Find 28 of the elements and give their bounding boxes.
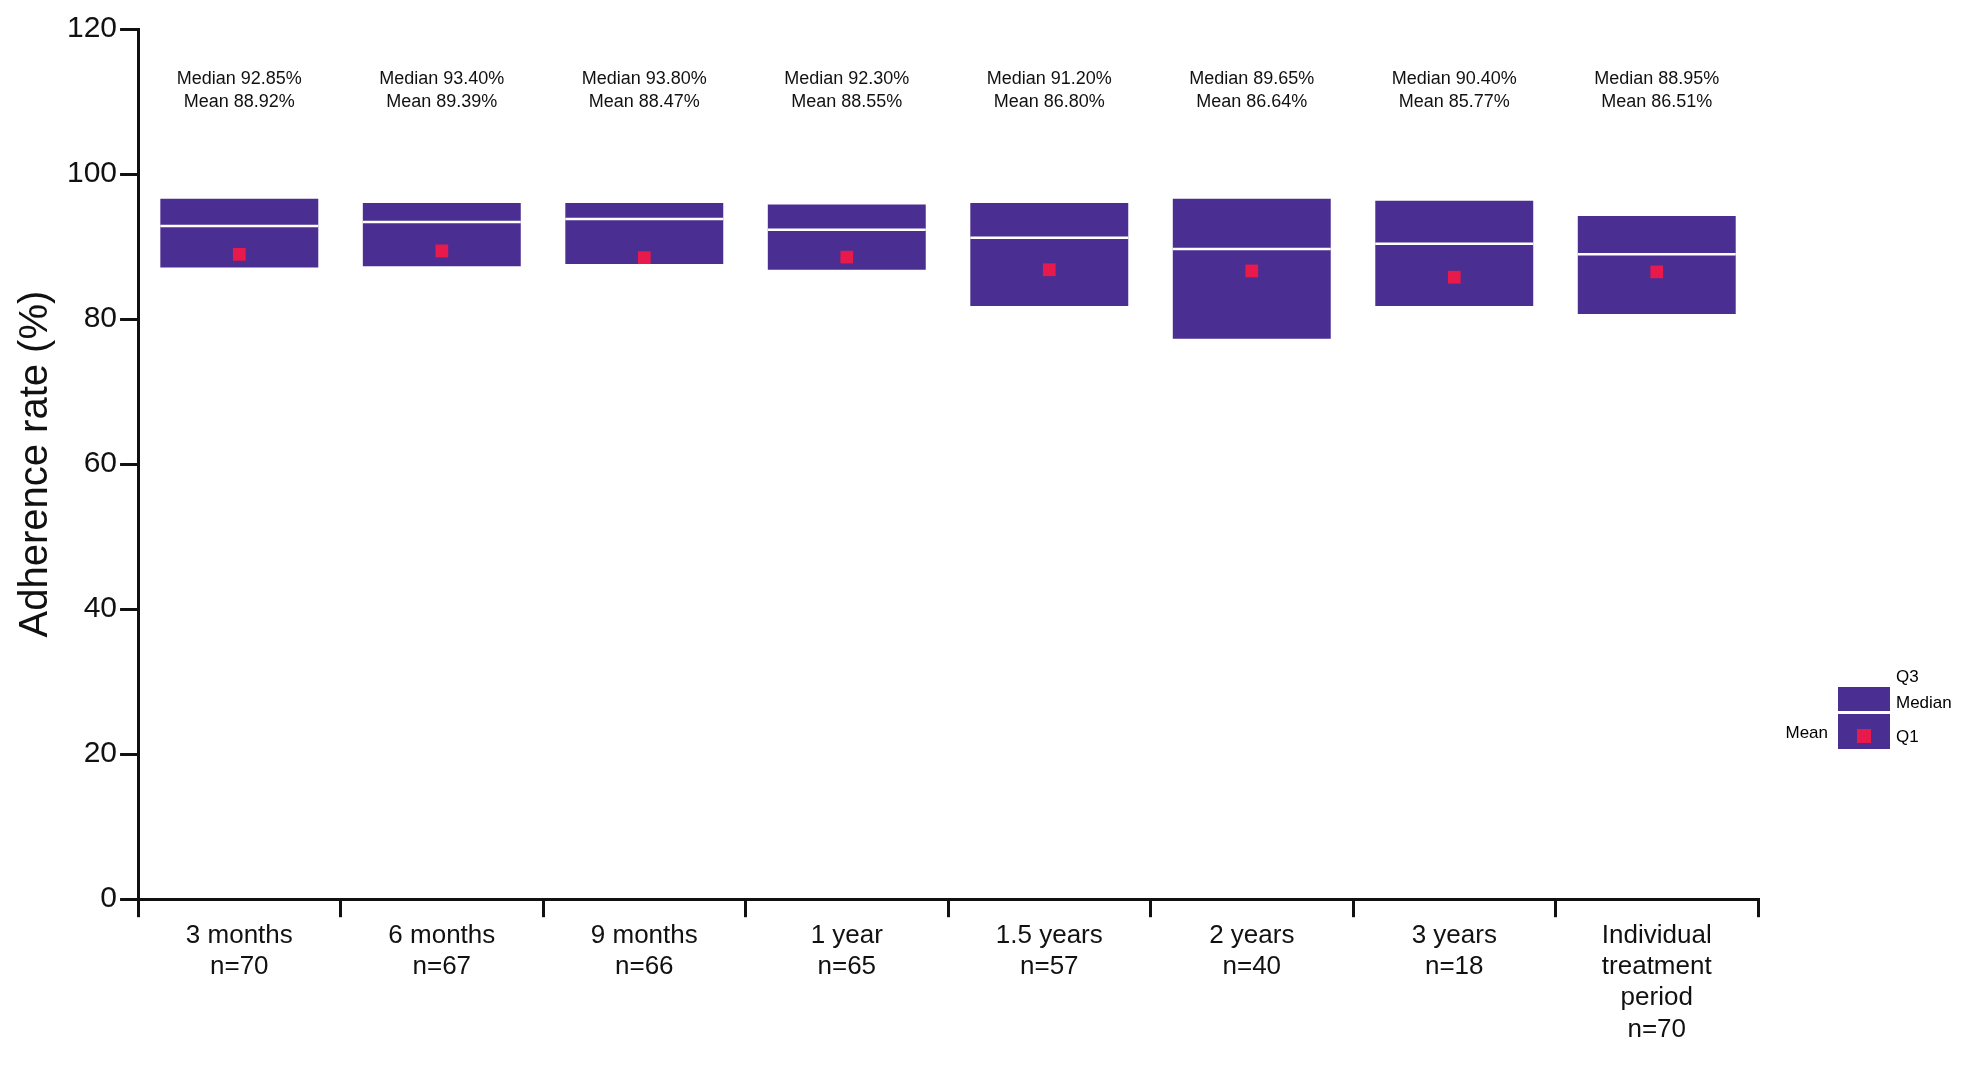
x-tick-label: Individual treatment period n=70 [1601, 918, 1713, 1043]
y-tick-label: 60 [83, 445, 118, 479]
x-tick-label: 6 months n=67 [388, 918, 496, 981]
y-tick-label: 80 [83, 300, 118, 334]
annotation: Median 93.80% Mean 88.47% [581, 68, 707, 111]
x-tick-label: 9 months n=66 [590, 918, 698, 981]
annotation: Median 91.20% Mean 86.80% [986, 68, 1112, 111]
y-tick-label: 40 [83, 590, 118, 624]
text: Median [1896, 693, 1952, 714]
text: Q3 [1896, 667, 1919, 688]
y-tick-label: 0 [100, 880, 118, 914]
annotation: Median 90.40% Mean 85.77% [1391, 68, 1517, 111]
annotation: Median 92.30% Mean 88.55% [784, 68, 910, 111]
y-axis-title: Adherence rate (%) [11, 290, 56, 638]
annotation: Median 93.40% Mean 89.39% [379, 68, 505, 111]
x-tick-label: 2 years n=40 [1209, 918, 1295, 981]
y-tick-label: 120 [66, 10, 118, 44]
x-tick-label: 3 months n=70 [185, 918, 293, 981]
y-tick-label: 20 [83, 735, 118, 769]
annotation: Median 88.95% Mean 86.51% [1594, 68, 1720, 111]
annotation: Median 89.65% Mean 86.64% [1189, 68, 1315, 111]
text: Mean [1784, 723, 1828, 744]
annotation: Median 92.85% Mean 88.92% [176, 68, 302, 111]
y-tick-label: 100 [66, 155, 118, 189]
x-tick-label: 3 years n=18 [1411, 918, 1497, 981]
text: Q1 [1896, 727, 1919, 748]
x-tick-label: 1 year n=65 [810, 918, 884, 981]
x-tick-label: 1.5 years n=57 [995, 918, 1103, 981]
